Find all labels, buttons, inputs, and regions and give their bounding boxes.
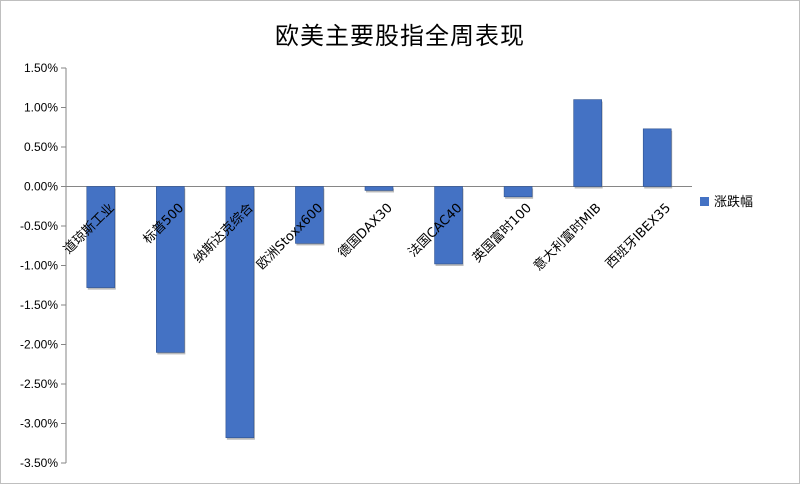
bar: [156, 186, 185, 353]
bar: [642, 128, 672, 187]
bars-group: [86, 99, 673, 440]
y-tick-label: 1.50%: [24, 61, 58, 75]
x-category-label: 德国DAX30: [336, 201, 396, 261]
legend: 涨跌幅: [700, 194, 753, 210]
y-tick-label: -2.50%: [20, 377, 58, 391]
y-tick-label: -3.50%: [20, 456, 58, 470]
bar: [573, 99, 602, 187]
bar: [86, 186, 116, 288]
y-tick-label: 0.50%: [24, 140, 58, 154]
x-category-label: 英国富时100: [469, 200, 535, 266]
y-tick-label: 0.00%: [24, 180, 58, 194]
y-tick-label: -0.50%: [20, 219, 58, 233]
y-tick-label: 1.00%: [24, 101, 58, 115]
bar: [295, 186, 324, 244]
bar: [434, 186, 463, 265]
y-tick-label: -2.00%: [20, 338, 58, 352]
x-category-label: 西班牙IBEX35: [603, 201, 674, 272]
chart-title: 欧美主要股指全周表现: [275, 22, 525, 50]
x-category-label: 意大利富时MIB: [530, 200, 604, 274]
y-tick-label: -3.00%: [20, 417, 58, 431]
bar: [225, 186, 255, 439]
legend-label: 涨跌幅: [714, 194, 753, 210]
bar: [503, 186, 533, 198]
y-tick-label: -1.00%: [20, 259, 58, 273]
legend-swatch: [700, 197, 709, 206]
bar: [364, 186, 394, 191]
y-tick-label: -1.50%: [20, 298, 58, 312]
